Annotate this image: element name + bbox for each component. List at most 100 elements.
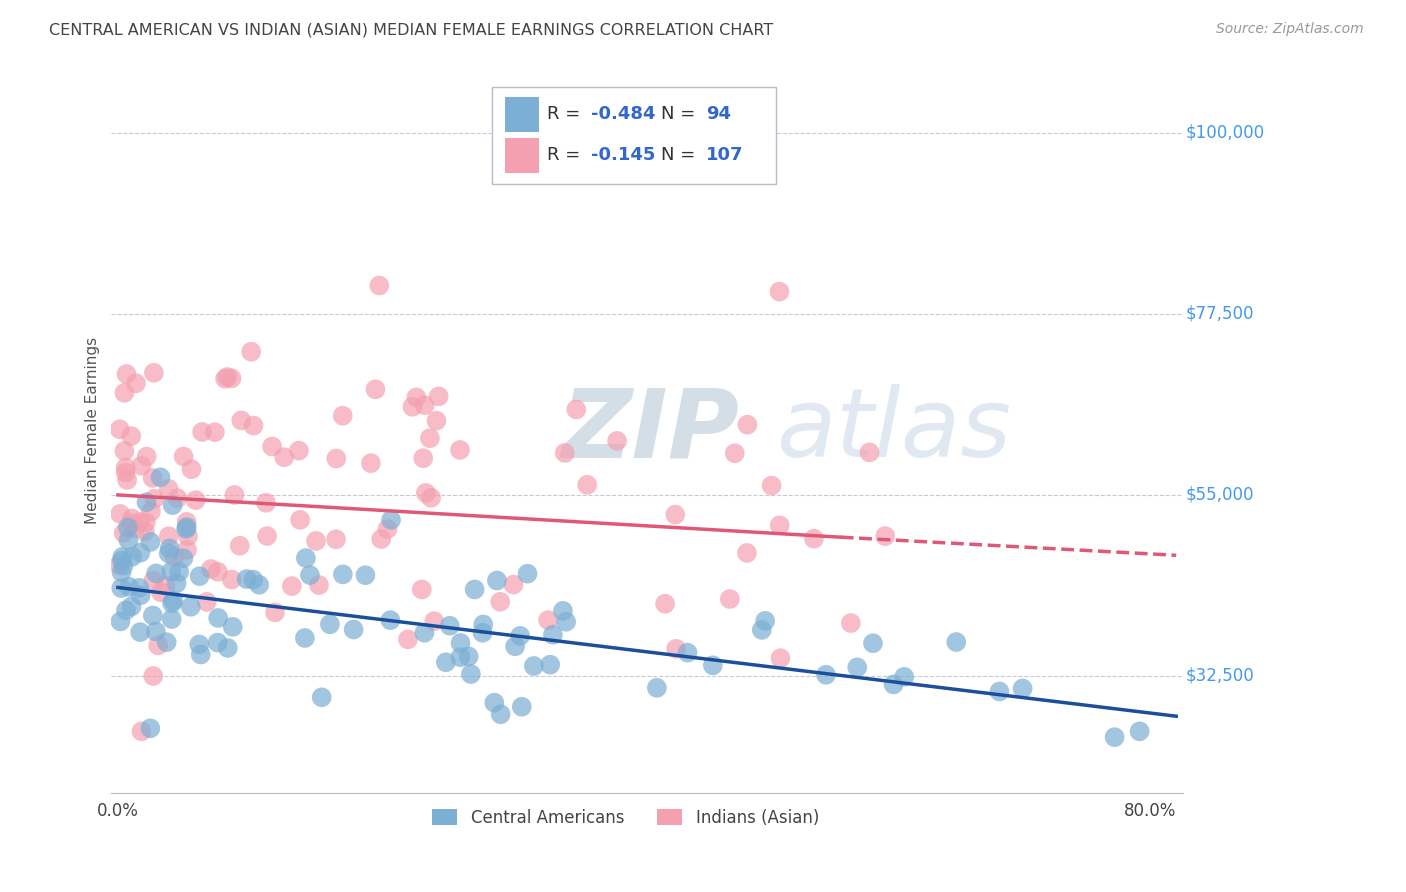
Point — [858, 445, 880, 459]
Point — [449, 650, 471, 665]
Point — [129, 588, 152, 602]
Point — [484, 696, 506, 710]
Point — [224, 488, 246, 502]
Point — [176, 520, 198, 534]
Point — [188, 569, 211, 583]
FancyBboxPatch shape — [492, 87, 776, 185]
Point — [294, 631, 316, 645]
Point — [450, 636, 472, 650]
Point — [415, 486, 437, 500]
Point — [200, 562, 222, 576]
Point — [156, 635, 179, 649]
Point — [565, 402, 588, 417]
Point — [110, 581, 132, 595]
Point — [434, 655, 457, 669]
Point — [207, 565, 229, 579]
Point — [439, 619, 461, 633]
Point — [862, 636, 884, 650]
Point — [256, 529, 278, 543]
Point — [115, 603, 138, 617]
Point — [883, 677, 905, 691]
Point — [159, 541, 181, 556]
Y-axis label: Median Female Earnings: Median Female Earnings — [86, 337, 100, 524]
Point — [1129, 724, 1152, 739]
Point — [325, 533, 347, 547]
Text: $100,000: $100,000 — [1185, 124, 1264, 142]
Point — [471, 625, 494, 640]
Point — [401, 400, 423, 414]
Point — [311, 690, 333, 705]
Point — [207, 611, 229, 625]
Point — [135, 515, 157, 529]
Point — [231, 413, 253, 427]
Text: atlas: atlas — [776, 384, 1011, 477]
Point — [121, 599, 143, 614]
Point — [176, 515, 198, 529]
Point — [242, 418, 264, 433]
Point — [120, 429, 142, 443]
Point — [288, 443, 311, 458]
Point — [143, 491, 166, 506]
Point — [769, 518, 792, 533]
Point — [718, 592, 741, 607]
Point — [142, 574, 165, 588]
Point — [380, 613, 402, 627]
Point — [413, 398, 436, 412]
Point — [457, 649, 479, 664]
Point — [368, 278, 391, 293]
Point — [240, 344, 263, 359]
Point — [945, 635, 967, 649]
Point — [114, 466, 136, 480]
FancyBboxPatch shape — [505, 138, 538, 173]
Point — [142, 608, 165, 623]
Point — [142, 471, 165, 485]
Point — [207, 635, 229, 649]
Point — [115, 367, 138, 381]
Point — [264, 606, 287, 620]
Point — [420, 491, 443, 505]
Legend: Central Americans, Indians (Asian): Central Americans, Indians (Asian) — [423, 800, 827, 835]
Point — [222, 620, 245, 634]
Point — [665, 641, 688, 656]
Point — [120, 516, 142, 530]
Point — [737, 417, 759, 432]
Point — [155, 578, 177, 592]
Point — [214, 372, 236, 386]
Point — [343, 623, 366, 637]
Point — [308, 578, 330, 592]
Point — [664, 508, 686, 522]
Point — [606, 434, 628, 448]
Point — [411, 582, 433, 597]
Point — [221, 371, 243, 385]
Point — [242, 573, 264, 587]
Point — [554, 446, 576, 460]
Point — [139, 721, 162, 735]
Text: Source: ZipAtlas.com: Source: ZipAtlas.com — [1216, 22, 1364, 37]
Point — [449, 442, 471, 457]
Point — [148, 639, 170, 653]
Point — [111, 549, 134, 564]
Text: -0.484: -0.484 — [592, 105, 655, 123]
Point — [423, 614, 446, 628]
Point — [188, 637, 211, 651]
Point — [803, 532, 825, 546]
Text: 107: 107 — [706, 146, 744, 164]
Point — [405, 391, 427, 405]
Point — [654, 597, 676, 611]
Point — [538, 657, 561, 672]
Point — [702, 658, 724, 673]
Point — [551, 604, 574, 618]
Point — [131, 458, 153, 473]
Point — [118, 580, 141, 594]
Point — [128, 581, 150, 595]
Point — [110, 565, 132, 579]
Text: -0.145: -0.145 — [592, 146, 655, 164]
Point — [221, 573, 243, 587]
Point — [295, 551, 318, 566]
Text: $32,500: $32,500 — [1185, 667, 1254, 685]
Point — [114, 444, 136, 458]
Point — [110, 615, 132, 629]
Point — [354, 568, 377, 582]
Point — [173, 450, 195, 464]
Point — [247, 578, 270, 592]
